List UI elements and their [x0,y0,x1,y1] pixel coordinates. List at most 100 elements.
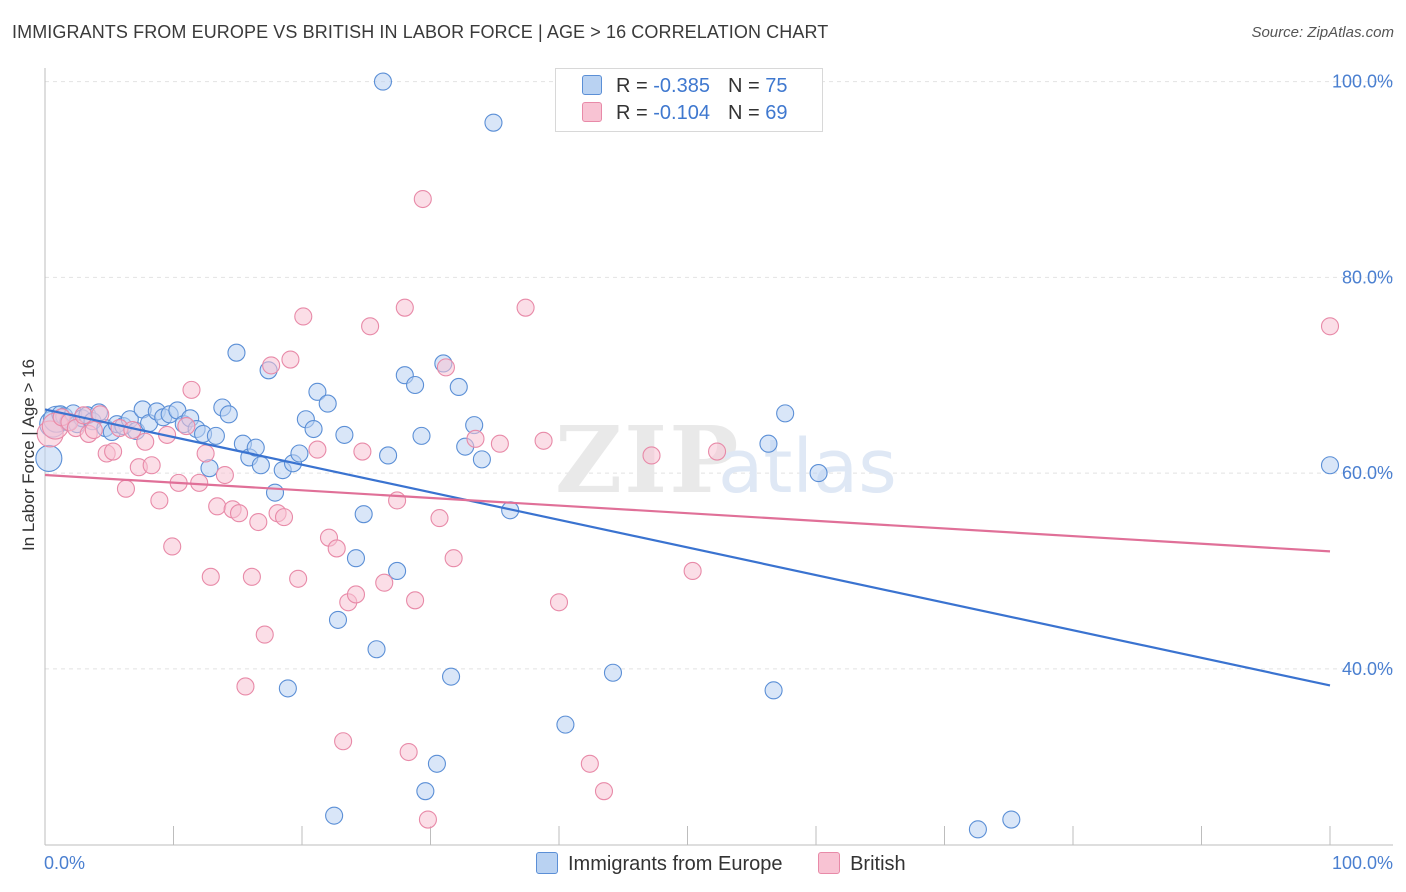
point-europe [412,426,431,445]
chart-source: Source: ZipAtlas.com [1251,24,1394,41]
point-british [208,497,227,516]
series-legend-british: British [818,852,906,876]
point-europe [764,681,783,700]
tick-labels: 40.0% 60.0% 80.0% 100.0% 0.0% 100.0% [44,72,1393,873]
legend-n-label: N = [727,75,766,97]
point-europe [442,667,461,686]
trend-lines [44,408,1331,687]
point-british [683,561,702,581]
point-british [229,504,249,523]
point-british [136,432,155,451]
point-british [430,509,449,528]
point-europe [335,425,354,444]
y-tick-label: 80.0% [1342,267,1393,287]
point-europe [968,820,987,839]
point-europe [367,640,386,659]
point-british [444,549,463,568]
point-europe [388,561,407,581]
point-british [395,298,414,317]
legend-r-label: R = [616,102,654,124]
point-british [215,465,234,485]
legend-n-value: 69 [765,102,788,124]
point-europe [603,663,623,682]
point-europe [556,715,575,734]
point-europe [809,464,828,483]
grid-lines [45,81,1393,670]
trend-line-europe [44,408,1331,687]
point-british [84,420,103,440]
point-british [642,446,661,465]
point-british [201,567,220,586]
point-europe [290,444,309,463]
point-europe [206,426,225,445]
point-europe [304,419,323,439]
legend-n-label: N = [727,102,766,124]
point-british [327,539,346,558]
legend-r-value: -0.385 [653,75,710,97]
point-british [196,444,215,463]
point-europe [318,394,337,413]
point-british [418,810,437,829]
point-europe [449,377,468,396]
point-british [353,442,372,461]
point-british [334,732,353,751]
y-tick-label: 40.0% [1342,659,1393,679]
point-europe [484,113,503,132]
series-legend: Immigrants from Europe British [536,852,936,876]
point-british [289,569,308,588]
point-europe [325,806,344,825]
series-swatch-europe [536,852,558,874]
point-europe [1002,810,1021,829]
legend-n-value: 75 [765,75,788,97]
point-british [116,479,136,498]
legend-swatch-british [582,102,602,122]
point-british [281,350,300,369]
point-british [255,625,274,644]
y-tick-label: 100.0% [1332,72,1393,92]
trend-line-british [44,473,1331,553]
point-british [375,573,394,592]
point-europe [427,754,446,773]
point-british [466,429,485,448]
point-europe [759,434,778,453]
point-british [1320,317,1340,336]
point-british [294,307,313,326]
point-british [142,456,161,475]
point-british [182,380,201,399]
point-europe [379,446,398,465]
point-europe [346,549,366,568]
point-europe [219,405,238,424]
point-british [177,417,196,436]
point-british [274,508,294,527]
series-name-british: British [850,853,906,875]
point-europe [265,483,285,502]
legend-row-europe: R = -0.385 N = 75 [582,75,787,99]
point-british [308,440,327,459]
stats-legend: R = -0.385 N = 75 R = -0.104 N = 69 [555,68,823,132]
series-legend-europe: Immigrants from Europe [536,852,783,876]
point-europe [373,72,393,91]
point-british [399,742,418,762]
point-british [74,406,93,425]
point-europe [406,375,425,395]
point-british [413,189,432,209]
point-british [242,567,261,586]
point-british [534,431,553,450]
legend-swatch-europe [582,75,602,95]
point-british [549,593,569,612]
y-axis-label: In Labor Force | Age > 16 [19,359,38,551]
point-british [91,405,110,424]
point-europe [246,438,265,457]
legend-r-value: -0.104 [653,102,710,124]
point-europe [35,444,63,472]
point-british [580,754,599,773]
watermark-atlas: atlas [718,424,897,510]
point-british [262,356,281,375]
point-british [163,537,182,556]
point-british [236,677,255,696]
legend-row-british: R = -0.104 N = 69 [582,102,787,126]
x-tick-label: 100.0% [1332,853,1393,873]
point-europe [227,343,246,362]
